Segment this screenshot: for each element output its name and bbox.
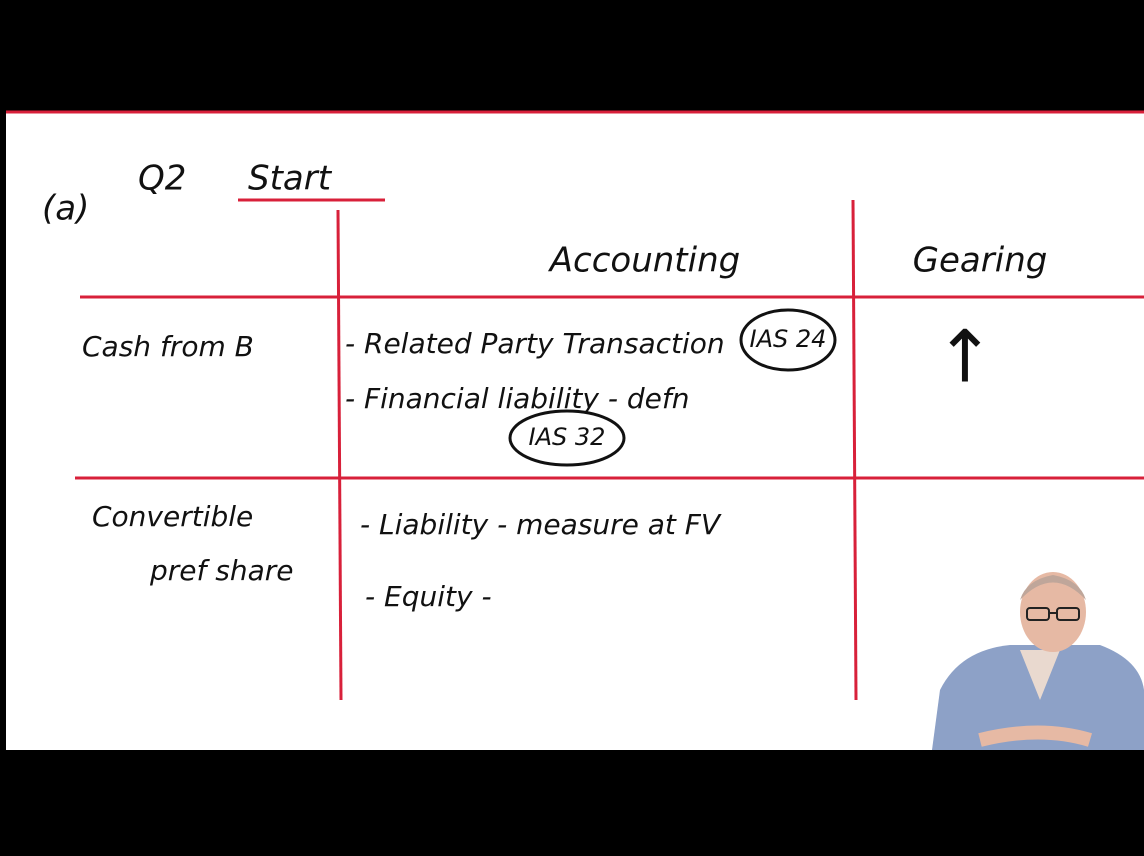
- standard-reference: IAS 24: [750, 325, 827, 353]
- row-label: pref share: [149, 554, 294, 587]
- standard-reference: IAS 32: [529, 423, 606, 451]
- accounting-point: - Financial liability - defn: [345, 382, 689, 415]
- part-label: (a): [42, 189, 89, 229]
- reference-circle: [739, 308, 837, 372]
- question-label: Q2: [138, 159, 186, 199]
- column-divider: [851, 199, 858, 701]
- presenter-video: [932, 572, 1144, 750]
- column-divider: [336, 209, 343, 701]
- whiteboard: [6, 112, 1144, 750]
- title: Start: [248, 159, 333, 199]
- accounting-point: - Related Party Transaction: [345, 327, 725, 360]
- accounting-point: - Equity -: [365, 580, 492, 613]
- column-header: Accounting: [548, 241, 740, 281]
- gearing-arrow: ↑: [935, 315, 995, 399]
- accounting-point: - Liability - measure at FV: [360, 508, 722, 541]
- column-header: Gearing: [913, 241, 1048, 281]
- row-label: Cash from B: [82, 330, 254, 363]
- reference-circle: [508, 409, 626, 467]
- row-label: Convertible: [92, 500, 253, 533]
